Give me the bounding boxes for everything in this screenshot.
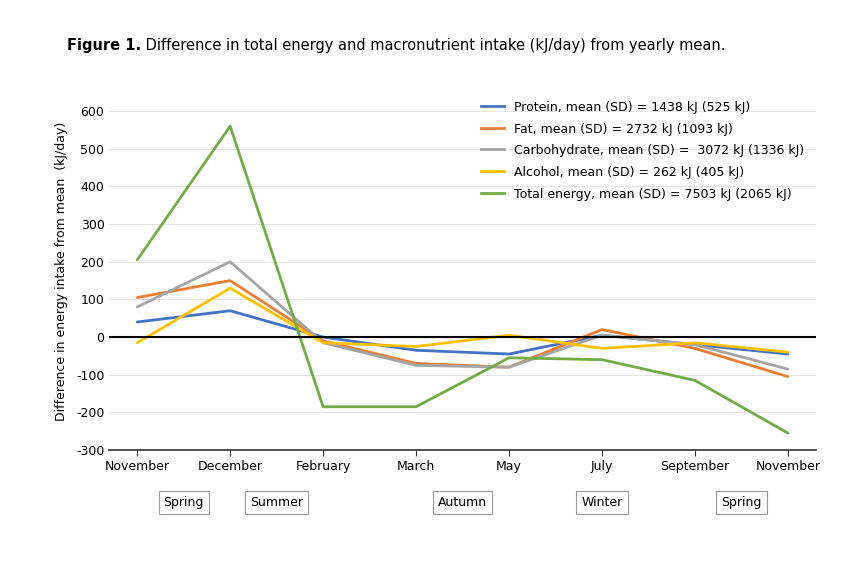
Text: Spring: Spring: [163, 496, 204, 509]
Text: Spring: Spring: [722, 496, 762, 509]
Text: Summer: Summer: [250, 496, 303, 509]
Text: Autumn: Autumn: [438, 496, 487, 509]
Text: Winter: Winter: [581, 496, 622, 509]
Text: Difference in total energy and macronutrient intake (kJ/day) from yearly mean.: Difference in total energy and macronutr…: [141, 38, 726, 53]
Legend: Protein, mean (SD) = 1438 kJ (525 kJ), Fat, mean (SD) = 2732 kJ (1093 kJ), Carbo: Protein, mean (SD) = 1438 kJ (525 kJ), F…: [476, 96, 809, 206]
Text: Figure 1.: Figure 1.: [67, 38, 141, 53]
Y-axis label: Difference in energy intake from mean  (kJ/day): Difference in energy intake from mean (k…: [55, 122, 68, 421]
